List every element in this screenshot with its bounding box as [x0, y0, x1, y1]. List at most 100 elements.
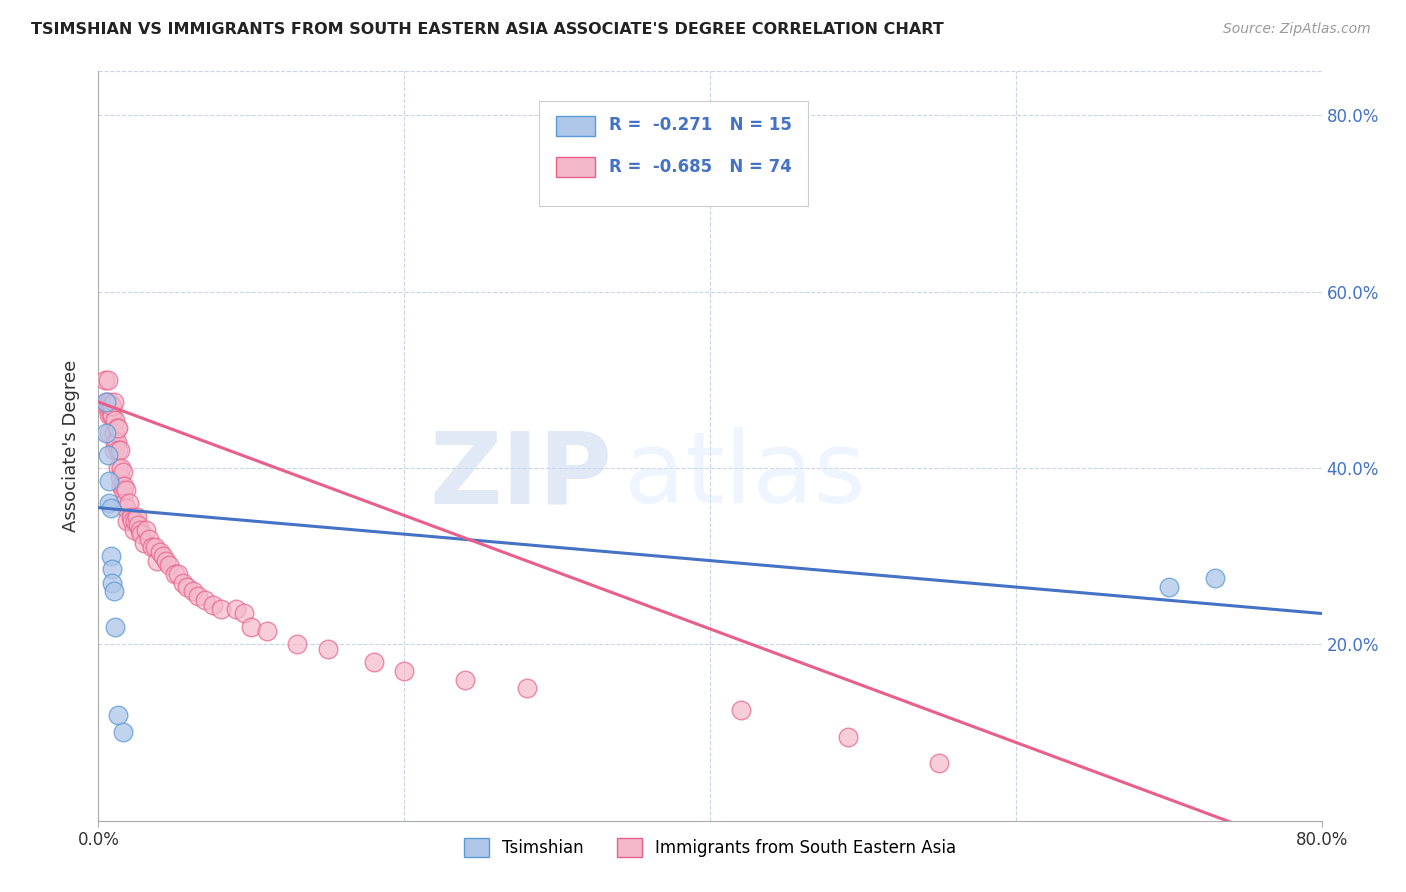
Point — [103, 395, 125, 409]
Point — [167, 566, 190, 581]
Point — [103, 443, 125, 458]
Point — [129, 527, 152, 541]
Point — [135, 523, 157, 537]
Legend: Tsimshian, Immigrants from South Eastern Asia: Tsimshian, Immigrants from South Eastern… — [464, 838, 956, 857]
Point — [124, 514, 146, 528]
Text: ZIP: ZIP — [429, 427, 612, 524]
Point — [94, 395, 117, 409]
Point — [107, 443, 129, 458]
Point — [928, 756, 950, 771]
Point — [104, 434, 127, 449]
Point — [115, 483, 138, 497]
Point — [108, 470, 131, 484]
Text: atlas: atlas — [624, 427, 866, 524]
Point — [101, 400, 124, 414]
Point — [110, 478, 132, 492]
Point — [111, 483, 134, 497]
Point — [240, 620, 263, 634]
Point — [143, 541, 166, 555]
Point — [202, 598, 225, 612]
Point — [152, 549, 174, 564]
Point — [128, 523, 150, 537]
Point — [181, 584, 204, 599]
Point — [209, 602, 232, 616]
Point — [134, 536, 156, 550]
Point — [100, 400, 122, 414]
Point — [225, 602, 247, 616]
Point — [121, 514, 143, 528]
Point — [127, 518, 149, 533]
Point — [163, 566, 186, 581]
Point — [107, 421, 129, 435]
Point — [94, 400, 117, 414]
Point — [112, 478, 135, 492]
Point — [98, 395, 121, 409]
Point — [110, 461, 132, 475]
Point — [107, 707, 129, 722]
Point — [120, 509, 142, 524]
Point — [363, 655, 385, 669]
Point — [101, 575, 124, 590]
Point — [1157, 580, 1180, 594]
Point — [316, 641, 339, 656]
Point — [101, 562, 124, 576]
Point — [157, 558, 180, 572]
Point — [104, 620, 127, 634]
Point — [172, 575, 194, 590]
Point — [100, 500, 122, 515]
Y-axis label: Associate's Degree: Associate's Degree — [62, 359, 80, 533]
Point — [97, 448, 120, 462]
Text: R =  -0.271   N = 15: R = -0.271 N = 15 — [609, 116, 792, 135]
Point — [98, 475, 121, 489]
Point — [98, 496, 121, 510]
Point — [232, 607, 254, 621]
Point — [115, 500, 138, 515]
Point — [730, 703, 752, 717]
Point — [155, 553, 177, 567]
Point — [138, 532, 160, 546]
Point — [94, 425, 117, 440]
Point — [100, 408, 122, 422]
Point — [103, 425, 125, 440]
Point — [111, 466, 134, 480]
Point — [141, 541, 163, 555]
Text: TSIMSHIAN VS IMMIGRANTS FROM SOUTH EASTERN ASIA ASSOCIATE'S DEGREE CORRELATION C: TSIMSHIAN VS IMMIGRANTS FROM SOUTH EASTE… — [31, 22, 943, 37]
Point — [97, 400, 120, 414]
Point — [103, 584, 125, 599]
Point — [111, 725, 134, 739]
Point — [149, 545, 172, 559]
Point — [145, 553, 167, 567]
FancyBboxPatch shape — [555, 157, 595, 177]
Point — [454, 673, 477, 687]
Point — [194, 593, 217, 607]
Point — [837, 730, 859, 744]
Point — [117, 514, 139, 528]
Text: R =  -0.685   N = 74: R = -0.685 N = 74 — [609, 158, 792, 176]
FancyBboxPatch shape — [555, 116, 595, 136]
Point — [118, 496, 141, 510]
Point — [285, 637, 308, 651]
FancyBboxPatch shape — [538, 102, 808, 206]
Point — [108, 443, 131, 458]
Point — [98, 408, 121, 422]
Point — [256, 624, 278, 639]
Point — [104, 412, 127, 426]
Point — [516, 681, 538, 696]
Point — [187, 589, 209, 603]
Point — [122, 523, 145, 537]
Point — [107, 461, 129, 475]
Point — [125, 509, 148, 524]
Point — [112, 496, 135, 510]
Text: Source: ZipAtlas.com: Source: ZipAtlas.com — [1223, 22, 1371, 37]
Point — [105, 434, 128, 449]
Point — [97, 373, 120, 387]
Point — [100, 549, 122, 564]
Point — [94, 395, 117, 409]
Point — [392, 664, 416, 678]
Point — [93, 373, 115, 387]
Point — [1204, 571, 1226, 585]
Point — [98, 425, 121, 440]
Point — [101, 408, 124, 422]
Point — [105, 421, 128, 435]
Point — [176, 580, 198, 594]
